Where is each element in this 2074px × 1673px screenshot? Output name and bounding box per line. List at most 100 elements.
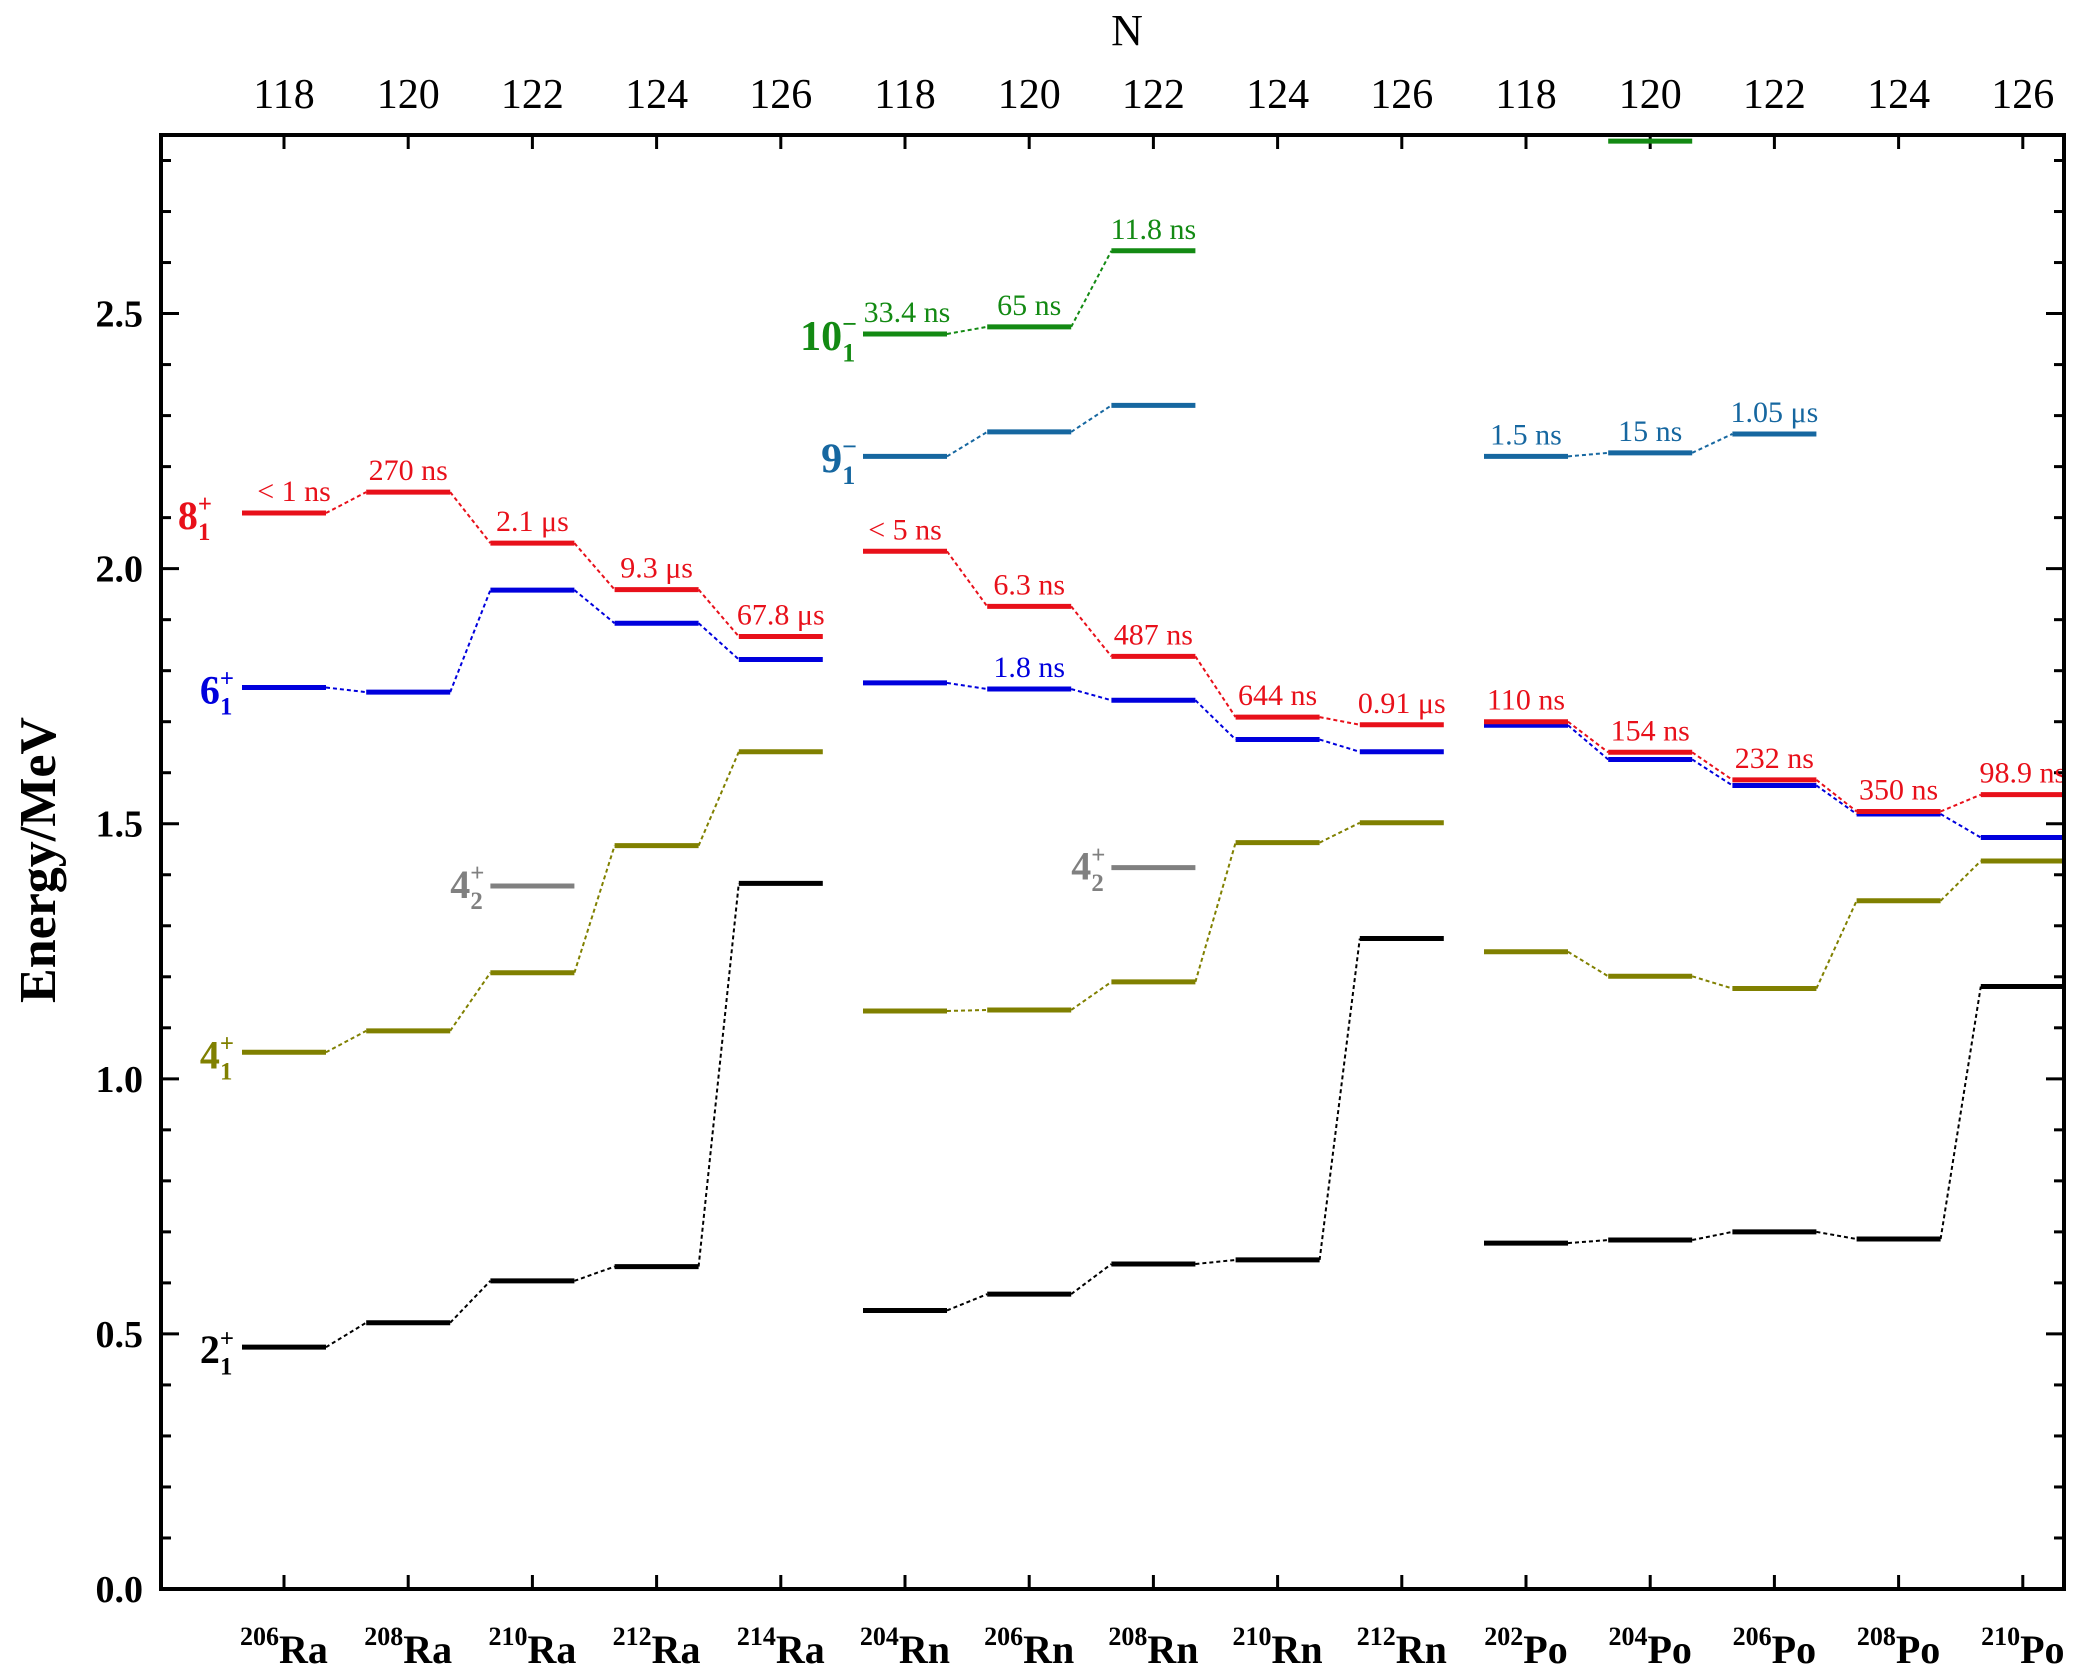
- nucleus-mass: 212: [613, 1622, 652, 1651]
- connector-line: [1567, 950, 1609, 978]
- spin-label: 2+ 1: [200, 1325, 234, 1380]
- connector-line: [697, 883, 740, 1267]
- top-n-tick-label: 126: [1991, 72, 2054, 118]
- nucleus-element: Ra: [403, 1627, 452, 1672]
- spin-label: 4+ 1: [200, 1030, 234, 1085]
- labels: 118206Ra120208Ra122210Ra124212Ra126214Ra…: [178, 72, 2066, 1672]
- nucleus-mass: 214: [737, 1622, 776, 1651]
- top-n-tick-label: 126: [1370, 72, 1433, 118]
- nucleus-mass: 210: [1233, 1622, 1272, 1651]
- half-life-label: 1.5 ns: [1490, 418, 1562, 451]
- nucleus-label: 206Po: [1733, 1622, 1816, 1672]
- half-life-label: < 1 ns: [257, 475, 331, 508]
- top-n-tick-label: 124: [1867, 72, 1930, 118]
- spin-value: 4: [1071, 844, 1091, 889]
- nucleus-mass: 210: [1981, 1622, 2020, 1651]
- y-tick-label: 2.5: [96, 294, 144, 336]
- parity-sign: +: [1091, 842, 1105, 869]
- nucleus-label: 212Ra: [613, 1622, 701, 1672]
- parity-sign: +: [198, 491, 212, 518]
- nucleus-label: 208Ra: [364, 1622, 452, 1672]
- half-life-label: 1.8 ns: [993, 651, 1065, 684]
- nucleus-label: 208Po: [1857, 1622, 1940, 1672]
- half-life-label: 65 ns: [997, 289, 1061, 322]
- connector-line: [697, 622, 740, 661]
- top-n-tick-label: 118: [1495, 72, 1556, 118]
- spin-label: 6+ 1: [200, 666, 234, 721]
- nucleus-element: Rn: [1147, 1627, 1198, 1672]
- top-axis-title: N: [1111, 6, 1143, 55]
- parity-sign: +: [220, 666, 234, 693]
- connector-line: [1194, 655, 1237, 718]
- nucleus-element: Rn: [1272, 1627, 1323, 1672]
- spin-label: 9− 1: [821, 432, 857, 490]
- axis-ticks: 0.0 0.5 1.0 1.5 2.0 2.5: [96, 135, 2064, 1611]
- nucleus-mass: 210: [488, 1622, 527, 1651]
- spin-label: 8+ 1: [178, 491, 212, 546]
- connector-line: [1815, 784, 1858, 815]
- spin-value: 4: [200, 1032, 220, 1077]
- half-life-label: 644 ns: [1238, 679, 1317, 712]
- half-life-label: 9.3 μs: [620, 552, 693, 585]
- nucleus-mass: 204: [1608, 1622, 1647, 1651]
- connector-line: [946, 431, 988, 458]
- level-index: 2: [470, 888, 482, 915]
- nucleus-label: 206Ra: [240, 1622, 328, 1672]
- half-life-label: 232 ns: [1735, 742, 1814, 775]
- nucleus-label: 210Rn: [1233, 1622, 1323, 1672]
- half-life-label: 15 ns: [1618, 415, 1682, 448]
- connector-line: [1691, 758, 1733, 787]
- nucleus-element: Rn: [1396, 1627, 1447, 1672]
- parity-sign: −: [842, 309, 857, 338]
- spin-value: 4: [450, 862, 470, 907]
- connector-line: [574, 1265, 615, 1282]
- y-tick-label: 0.0: [96, 1569, 144, 1611]
- connector-line: [1815, 900, 1858, 989]
- connector-line: [1567, 724, 1609, 761]
- connector-line: [946, 550, 989, 607]
- top-n-tick-label: 122: [1122, 72, 1185, 118]
- connector-line: [325, 1321, 367, 1349]
- connector-line: [573, 542, 616, 591]
- connector-line: [1691, 751, 1733, 781]
- level-index: 1: [220, 694, 232, 721]
- connector-line: [1940, 813, 1982, 839]
- parity-sign: +: [470, 860, 484, 887]
- connector-line: [1070, 1263, 1112, 1295]
- spin-value: 2: [200, 1327, 220, 1372]
- connector-line: [1070, 605, 1113, 658]
- nucleus-label: 206Rn: [984, 1622, 1074, 1672]
- nucleus-element: Ra: [279, 1627, 328, 1672]
- half-life-label: 67.8 μs: [737, 599, 825, 632]
- level-index: 1: [220, 1058, 232, 1085]
- connector-line: [1940, 793, 1982, 813]
- nucleus-mass: 208: [1857, 1622, 1896, 1651]
- top-n-tick-label: 124: [625, 72, 688, 118]
- connector-line: [1318, 938, 1361, 1261]
- spin-label: 4+ 2: [1071, 842, 1105, 897]
- nucleus-mass: 204: [860, 1622, 899, 1651]
- nucleus-element: Rn: [899, 1627, 950, 1672]
- half-life-label: 110 ns: [1487, 684, 1565, 717]
- nucleus-mass: 206: [240, 1622, 279, 1651]
- connector-line: [1691, 433, 1733, 454]
- connector-line: [1815, 779, 1858, 813]
- nucleus-element: Ra: [776, 1627, 825, 1672]
- level-index: 1: [842, 461, 855, 490]
- connector-line: [325, 491, 367, 514]
- nucleus-element: Po: [2020, 1627, 2064, 1672]
- top-n-tick-label: 120: [1619, 72, 1682, 118]
- nucleus-mass: 212: [1357, 1622, 1396, 1651]
- spin-value: 9: [821, 436, 842, 482]
- connector-line: [449, 1280, 492, 1324]
- half-life-label: 11.8 ns: [1111, 213, 1197, 246]
- top-n-tick-label: 124: [1246, 72, 1309, 118]
- top-n-tick-label: 122: [501, 72, 564, 118]
- nucleus-element: Rn: [1023, 1627, 1074, 1672]
- nucleus-mass: 202: [1484, 1622, 1523, 1651]
- connector-line: [1070, 250, 1113, 328]
- nucleus-element: Po: [1896, 1627, 1940, 1672]
- nucleus-element: Po: [1772, 1627, 1816, 1672]
- connector-line: [697, 751, 740, 847]
- top-n-tick-label: 120: [998, 72, 1061, 118]
